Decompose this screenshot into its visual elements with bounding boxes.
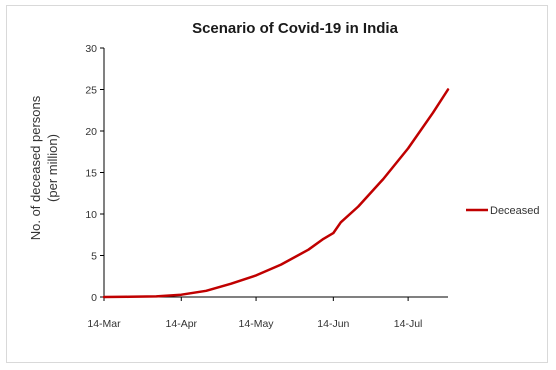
axes: 0 5 10 15 20 25 30 14-Mar 14-Apr 14-May 14-Jun 14-J… — [85, 43, 448, 330]
x-tick-label: 14-Jul — [394, 318, 423, 330]
y-axis-label: No. of deceased persons (per million) — [28, 95, 60, 240]
x-tick-label: 14-Mar — [87, 318, 121, 330]
y-tick-label: 15 — [85, 168, 97, 180]
x-tick-label: 14-Apr — [166, 318, 198, 330]
y-axis-label-line1: No. of deceased persons — [28, 95, 43, 240]
y-tick-label: 25 — [85, 85, 97, 97]
y-axis-label-line2: (per million) — [45, 134, 60, 202]
y-tick-label: 5 — [91, 251, 97, 263]
legend: Deceased — [466, 205, 540, 217]
y-tick-label: 30 — [85, 43, 97, 55]
x-tick-label: 14-Jun — [317, 318, 349, 330]
x-tick-label: 14-May — [239, 318, 275, 330]
chart-title: Scenario of Covid-19 in India — [192, 20, 399, 37]
y-tick-label: 0 — [91, 292, 97, 304]
series-layer — [102, 88, 450, 299]
series-line-deceased — [102, 88, 450, 299]
y-tick-label: 20 — [85, 126, 97, 138]
y-tick-label: 10 — [85, 209, 97, 221]
legend-label-deceased: Deceased — [490, 205, 540, 217]
chart-frame — [6, 5, 548, 363]
